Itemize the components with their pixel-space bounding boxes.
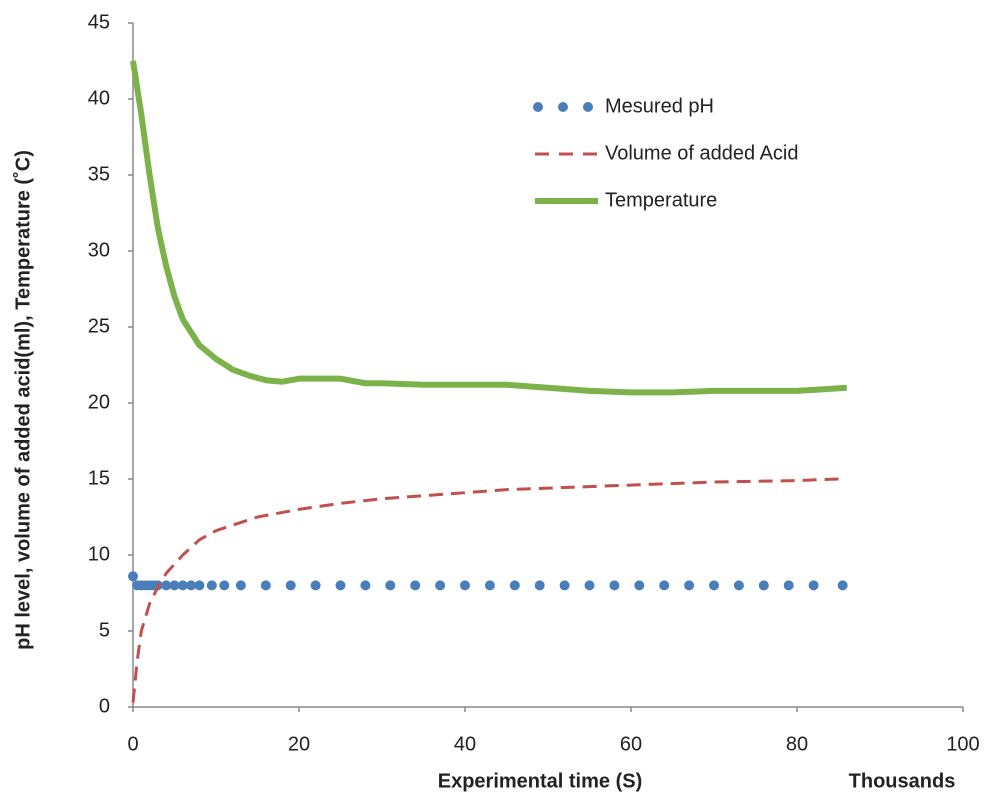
y-tick-label: 25 (88, 315, 110, 337)
ph-point (783, 580, 794, 591)
ph-point (758, 580, 769, 591)
legend-marker (558, 102, 568, 112)
y-tick-label: 35 (88, 163, 110, 185)
ph-point (161, 580, 172, 591)
x-tick-label: 40 (454, 733, 476, 755)
y-tick-label: 10 (88, 543, 110, 565)
ph-point (709, 580, 719, 591)
x-unit-label: Thousands (849, 770, 956, 792)
ph-point (169, 580, 180, 591)
ph-point (194, 580, 205, 591)
x-tick-label: 100 (946, 733, 979, 755)
legend-label: Temperature (605, 189, 717, 211)
ph-point (260, 580, 271, 591)
legend-label: Mesured pH (605, 95, 714, 117)
ph-point (509, 580, 520, 591)
ph-point (584, 580, 595, 591)
ph-point (484, 580, 495, 591)
ph-point (634, 580, 645, 591)
y-tick-label: 15 (88, 467, 110, 489)
ph-point (310, 580, 321, 591)
y-tick-label: 45 (88, 11, 110, 33)
ph-point (659, 580, 670, 591)
x-tick-label: 0 (127, 733, 138, 755)
x-axis-title: Experimental time (S) (438, 770, 643, 792)
y-tick-label: 5 (99, 619, 110, 641)
ph-point (235, 580, 246, 591)
ph-point (837, 580, 848, 591)
y-tick-label: 20 (88, 391, 110, 413)
x-tick-label: 80 (786, 733, 808, 755)
ph-point (385, 580, 396, 591)
ph-point (733, 580, 744, 591)
series-line (131, 477, 839, 703)
ph-point (128, 571, 138, 582)
x-tick-label: 20 (288, 733, 310, 755)
ph-point (285, 580, 296, 591)
ph-point (186, 580, 197, 591)
ph-point (684, 580, 695, 591)
legend-label: Volume of added Acid (605, 142, 798, 164)
ph-point (206, 580, 217, 591)
legend-marker (583, 102, 593, 112)
y-axis-title: pH level, volume of added acid(ml), Temp… (11, 150, 34, 650)
ph-point (335, 580, 346, 591)
ph-point (534, 580, 545, 591)
ph-point (360, 580, 371, 591)
ph-point (808, 580, 819, 591)
series-line (130, 60, 847, 396)
y-tick-label: 40 (88, 87, 110, 109)
ph-point (177, 580, 188, 591)
ph-point (410, 580, 421, 591)
ph-point (559, 580, 570, 591)
legend-marker (533, 102, 543, 112)
x-tick-label: 60 (620, 733, 642, 755)
ph-point (219, 580, 230, 591)
y-tick-label: 0 (99, 695, 110, 717)
ph-point (609, 580, 620, 591)
ph-point (460, 580, 470, 591)
ph-point (435, 580, 446, 591)
y-tick-label: 30 (88, 239, 110, 261)
